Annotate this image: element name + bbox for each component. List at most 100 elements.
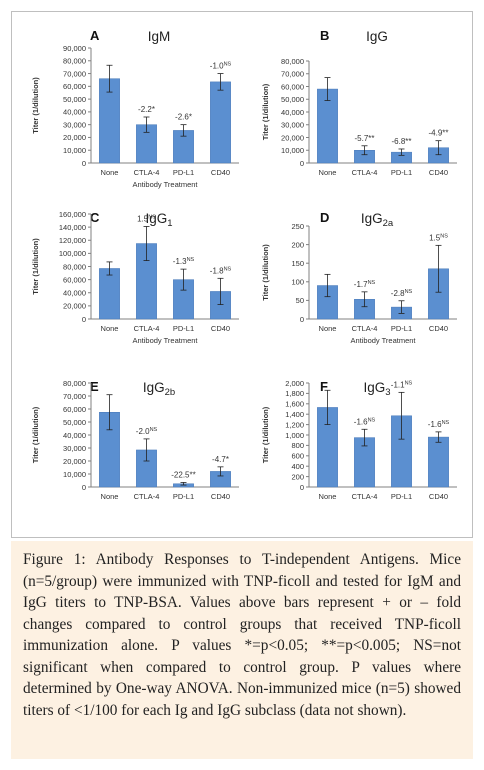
fold-change-label: -22.5** [171, 470, 195, 479]
y-tick-label: 1,200 [285, 420, 304, 429]
chart-title-main: IgG [361, 211, 383, 226]
charts-panel-grid: A IgM 0 10,000 20,000 30,000 40,000 50,000 60,00… [11, 11, 473, 538]
y-tick-label: 50,000 [63, 95, 86, 104]
x-tick-label: None [319, 168, 337, 177]
panel-letter: D [320, 210, 329, 225]
chart-title-subscript: 2b [165, 387, 176, 398]
fold-change-label: -5.7** [354, 134, 374, 143]
y-tick-label: 70,000 [63, 69, 86, 78]
y-tick-label: 120,000 [59, 236, 86, 245]
significance-mark: NS [148, 214, 156, 220]
y-tick-label: 60,000 [63, 82, 86, 91]
chart-title: IgG2a [361, 211, 394, 229]
x-tick-label: PD-L1 [391, 324, 412, 333]
y-tick-label: 0 [82, 483, 86, 492]
fold-change-label: -2.8NS [391, 289, 413, 298]
y-tick-label: 10,000 [281, 146, 304, 155]
y-tick-label: 600 [291, 452, 304, 461]
panel-letter: B [320, 28, 329, 43]
fold-change-label: -1.6NS [354, 417, 376, 426]
x-axis-label: Antibody Treatment [132, 336, 198, 345]
caption-label: Figure 1: [23, 551, 86, 568]
fold-change-label: 1.5NS [429, 233, 448, 242]
y-tick-label: 250 [291, 222, 304, 231]
significance-mark: * [152, 105, 155, 114]
significance-mark: NS [405, 380, 413, 386]
x-tick-label: None [319, 324, 337, 333]
fold-change-value: -1.3 [173, 257, 187, 266]
y-tick-label: 0 [300, 315, 304, 324]
significance-mark: * [189, 113, 192, 122]
y-tick-label: 30,000 [63, 444, 86, 453]
x-tick-label: CD40 [211, 492, 230, 501]
fold-change-value: -6.8 [391, 137, 405, 146]
panel-letter: C [90, 210, 100, 225]
chart-title-main: IgG [363, 380, 385, 395]
y-tick-label: 800 [291, 441, 304, 450]
x-axis-label: Antibody Treatment [350, 336, 416, 345]
fold-change-value: -1.7 [354, 280, 368, 289]
chart-panel-d: D IgG2a 0 50 100 150 200 250 Titer (1/dilution) N… [261, 210, 457, 345]
x-tick-label: None [101, 492, 119, 501]
y-tick-label: 1,400 [285, 410, 304, 419]
y-axis-label: Titer (1/dilution) [261, 83, 270, 140]
significance-mark: NS [440, 233, 448, 239]
y-tick-label: 70,000 [281, 70, 304, 79]
chart-panel-a: A IgM 0 10,000 20,000 30,000 40,000 50,000 60,00… [31, 28, 239, 189]
fold-change-label: -1.1NS [391, 380, 413, 389]
y-tick-label: 40,000 [281, 108, 304, 117]
bar [99, 268, 120, 320]
x-tick-label: CD40 [429, 324, 448, 333]
x-tick-label: PD-L1 [173, 324, 194, 333]
x-tick-label: CTLA-4 [134, 168, 160, 177]
y-axis-label: Titer (1/dilution) [261, 244, 270, 301]
y-tick-label: 40,000 [63, 289, 86, 298]
y-tick-label: 30,000 [63, 120, 86, 129]
y-tick-label: 60,000 [63, 405, 86, 414]
x-tick-label: CTLA-4 [134, 324, 160, 333]
chart-title: IgG1 [145, 211, 172, 229]
significance-mark: NS [368, 280, 376, 286]
y-tick-label: 100,000 [59, 249, 86, 258]
fold-change-label: -1.0NS [210, 62, 232, 71]
y-tick-label: 1,800 [285, 389, 304, 398]
x-tick-label: CD40 [211, 168, 230, 177]
significance-mark: NS [224, 62, 232, 68]
x-axis-label: Antibody Treatment [132, 180, 198, 189]
chart-title-main: IgG [366, 29, 388, 44]
fold-change-value: 1.5 [429, 233, 441, 242]
y-tick-label: 0 [300, 159, 304, 168]
fold-change-value: -2.6 [175, 113, 189, 122]
chart-title-main: IgM [148, 29, 171, 44]
fold-change-label: -1.3NS [173, 257, 195, 266]
y-tick-label: 20,000 [63, 302, 86, 311]
significance-mark: NS [187, 257, 195, 263]
y-tick-label: 50 [296, 296, 304, 305]
y-tick-label: 10,000 [63, 470, 86, 479]
significance-mark: NS [224, 266, 232, 272]
panel-letter: F [320, 379, 328, 394]
y-tick-label: 60,000 [63, 275, 86, 284]
y-tick-label: 400 [291, 462, 304, 471]
fold-change-value: -1.6 [428, 420, 442, 429]
chart-title-subscript: 3 [385, 387, 390, 398]
fold-change-value: 1.5 [137, 214, 149, 223]
y-tick-label: 70,000 [63, 392, 86, 401]
fold-change-value: -2.8 [391, 289, 405, 298]
fold-change-label: 1.5NS [137, 214, 156, 223]
fold-change-label: -1.7NS [354, 280, 376, 289]
x-tick-label: PD-L1 [391, 168, 412, 177]
significance-mark: ** [368, 134, 374, 143]
caption-text: Antibody Responses to T-independent Anti… [23, 551, 461, 719]
y-tick-label: 80,000 [281, 57, 304, 66]
y-axis-label: Titer (1/dilution) [31, 238, 40, 295]
x-tick-label: CTLA-4 [352, 324, 378, 333]
charts-svg: A IgM 0 10,000 20,000 30,000 40,000 50,000 60,00… [31, 28, 457, 501]
x-tick-label: CTLA-4 [352, 492, 378, 501]
y-tick-label: 150 [291, 259, 304, 268]
fold-change-value: -22.5 [171, 470, 190, 479]
y-tick-label: 140,000 [59, 223, 86, 232]
chart-title: IgM [148, 29, 171, 44]
y-tick-label: 20,000 [281, 133, 304, 142]
